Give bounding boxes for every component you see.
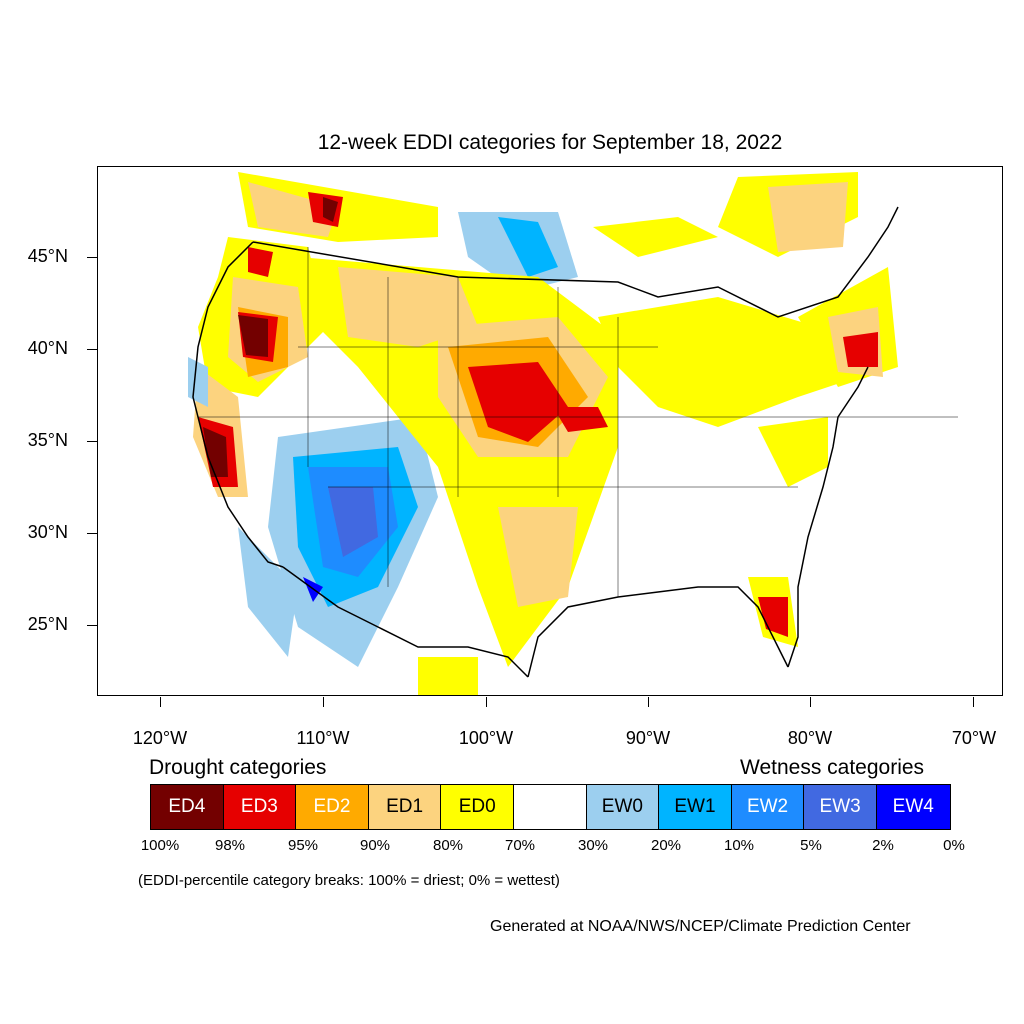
map-title: 12-week EDDI categories for September 18…: [317, 131, 783, 154]
lat-label-25n: 25°N: [27, 614, 68, 634]
western-shading: [188, 237, 328, 657]
lon-label-80w: 80°W: [787, 728, 833, 748]
eddi-map: [97, 166, 1003, 696]
lat-label-40n: 40°N: [27, 338, 68, 358]
lat-tick: [87, 257, 97, 258]
lat-tick: [87, 533, 97, 534]
legend-ed1: ED1: [368, 785, 442, 829]
lon-tick: [810, 697, 811, 707]
pct-label: 5%: [800, 837, 822, 854]
lat-tick: [87, 441, 97, 442]
lon-tick: [323, 697, 324, 707]
northern-shading: [238, 172, 858, 292]
pct-label: 100%: [140, 837, 180, 854]
lon-label-90w: 90°W: [625, 728, 671, 748]
legend-ew0: EW0: [586, 785, 660, 829]
southwest-wetness: [268, 417, 438, 667]
pct-label: 70%: [504, 837, 536, 854]
legend-ew4: EW4: [876, 785, 950, 829]
pct-label: 98%: [214, 837, 246, 854]
pct-label: 20%: [650, 837, 682, 854]
lon-tick: [648, 697, 649, 707]
lon-tick: [973, 697, 974, 707]
lon-label-100w: 100°W: [458, 728, 514, 748]
boundaries: [192, 206, 958, 678]
pct-label: 80%: [432, 837, 464, 854]
pct-label: 10%: [723, 837, 755, 854]
lon-label-70w: 70°W: [951, 728, 997, 748]
lon-tick: [486, 697, 487, 707]
map-canvas: [188, 172, 958, 695]
lat-label-35n: 35°N: [27, 430, 68, 450]
wetness-heading: Wetness categories: [740, 756, 925, 779]
legend-ed0: ED0: [441, 785, 514, 829]
legend-ew1: EW1: [659, 785, 732, 829]
pct-label: 2%: [872, 837, 894, 854]
lat-tick: [87, 349, 97, 350]
lat-label-45n: 45°N: [27, 246, 68, 266]
pct-label: 0%: [943, 837, 965, 854]
legend-ew2: EW2: [731, 785, 805, 829]
legend-ed2: ED2: [296, 785, 369, 829]
drought-heading: Drought categories: [149, 756, 327, 779]
east-shading: [418, 267, 898, 695]
pct-label: 30%: [577, 837, 609, 854]
legend-ed4: ED4: [151, 785, 224, 829]
legend-normal: [513, 785, 587, 829]
pct-label: 90%: [359, 837, 391, 854]
legend-ed3: ED3: [223, 785, 297, 829]
credit-text: Generated at NOAA/NWS/NCEP/Climate Predi…: [490, 918, 911, 935]
lon-tick: [160, 697, 161, 707]
lat-tick: [87, 625, 97, 626]
pct-label: 95%: [287, 837, 319, 854]
category-legend: ED4 ED3 ED2 ED1 ED0 EW0 EW1 EW2 EW3 EW4: [150, 784, 951, 830]
category-note: (EDDI-percentile category breaks: 100% =…: [138, 872, 560, 889]
lat-label-30n: 30°N: [27, 522, 68, 542]
legend-ew3: EW3: [804, 785, 877, 829]
lon-label-110w: 110°W: [296, 728, 350, 748]
lon-label-120w: 120°W: [132, 728, 188, 748]
